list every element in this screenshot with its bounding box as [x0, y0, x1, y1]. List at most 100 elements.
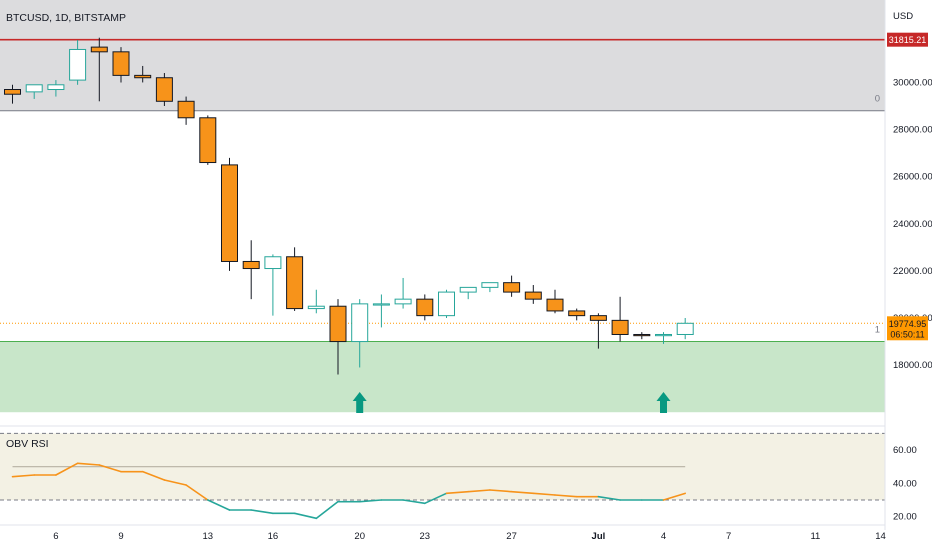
- obv-rsi-point: [533, 493, 534, 494]
- candle-body: [438, 291, 455, 317]
- candle: [155, 73, 173, 106]
- price-axis[interactable]: 18000.0020000.0022000.0024000.0026000.00…: [884, 0, 932, 550]
- obv-rsi-point: [489, 489, 490, 490]
- obv-rsi-point: [207, 499, 208, 500]
- candle-body: [199, 117, 217, 164]
- candle: [503, 275, 521, 297]
- candle-body: [524, 291, 542, 300]
- zone-band-1: [0, 341, 885, 413]
- candle-body: [372, 303, 390, 306]
- last-price-tag: [887, 316, 928, 341]
- candle-body: [4, 89, 21, 95]
- candle-body: [394, 298, 412, 305]
- candle: [611, 296, 629, 342]
- obv-rsi-point: [164, 479, 165, 480]
- obv-rsi-point: [554, 494, 555, 495]
- obv-rsi-segment: [163, 479, 187, 486]
- obv-rsi-segment: [554, 494, 578, 498]
- candle: [69, 40, 87, 85]
- obv-rsi-segment: [358, 499, 383, 503]
- obv-rsi-point: [511, 491, 512, 492]
- obv-rsi-point: [381, 499, 382, 500]
- x-tick-label: 16: [268, 531, 279, 542]
- x-tick-label: 9: [118, 531, 123, 542]
- candle: [568, 308, 586, 321]
- obv-rsi-segment: [489, 489, 513, 493]
- price-axis-bg: [885, 0, 932, 550]
- obv-rsi-point: [620, 499, 621, 500]
- candle-body: [177, 100, 195, 119]
- zone-band-0: [0, 0, 885, 111]
- obv-rsi-point: [272, 513, 273, 514]
- candle-body: [676, 322, 694, 335]
- obv-rsi-segment: [76, 462, 101, 466]
- x-tick-label: 4: [661, 531, 666, 542]
- candle: [546, 289, 564, 314]
- y-tick-label: 18000.00: [893, 360, 932, 371]
- obv-rsi-segment: [315, 500, 339, 520]
- obv-rsi-pane[interactable]: [0, 432, 885, 520]
- obv-rsi-segment: [467, 489, 491, 493]
- obv-rsi-point: [598, 496, 599, 497]
- candle-body: [25, 84, 43, 93]
- x-tick-label: 20: [354, 531, 365, 542]
- price-pane[interactable]: 01: [0, 0, 932, 427]
- candle: [676, 318, 694, 340]
- candle-body: [633, 333, 651, 337]
- rsi-y-tick-label: 60.00: [893, 445, 917, 456]
- candle-body: [242, 260, 260, 270]
- obv-rsi-point: [359, 501, 360, 502]
- obv-rsi-segment: [11, 474, 36, 478]
- candle-body: [655, 333, 672, 337]
- y-tick-label: 28000.00: [893, 125, 932, 136]
- candle: [47, 80, 65, 97]
- candle-body: [47, 84, 65, 91]
- currency-label: USD: [893, 11, 913, 22]
- candle-body: [503, 282, 521, 293]
- obv-rsi-point: [186, 484, 187, 485]
- y-tick-label: 26000.00: [893, 172, 932, 183]
- time-axis[interactable]: 6 9 13 16 20 23 27 Jul 4 7 11 14: [0, 524, 886, 542]
- obv-rsi-segment: [423, 492, 448, 505]
- y-tick-label: 24000.00: [893, 219, 932, 230]
- candle: [416, 294, 434, 321]
- candle: [112, 47, 130, 83]
- candle-body: [329, 305, 347, 343]
- candle-body: [481, 282, 499, 288]
- y-tick-label: 30000.00: [893, 77, 932, 88]
- obv-rsi-segment: [445, 490, 470, 495]
- candle-body: [264, 256, 282, 270]
- candle-body: [351, 303, 369, 343]
- x-tick-label: Jul: [592, 531, 606, 542]
- candle-body: [416, 298, 434, 317]
- zone-label-0: 0: [875, 94, 880, 105]
- obv-rsi-point: [120, 471, 121, 472]
- resistance-price-tag: [887, 32, 928, 47]
- obv-rsi-segment: [293, 512, 318, 520]
- candle: [25, 84, 43, 99]
- obv-rsi-point: [55, 474, 56, 475]
- obv-rsi-point: [403, 499, 404, 500]
- x-tick-label: 13: [203, 531, 214, 542]
- obv-rsi-point: [316, 518, 317, 519]
- candle: [329, 299, 347, 375]
- candle: [221, 157, 238, 271]
- candle-body: [589, 315, 607, 321]
- obv-rsi-point: [663, 499, 664, 500]
- last-price-label: 19774.95: [889, 319, 927, 329]
- obv-rsi-point: [641, 499, 642, 500]
- obv-rsi-point: [34, 474, 35, 475]
- candle: [90, 37, 108, 102]
- obv-rsi-point: [337, 501, 338, 502]
- candle: [4, 84, 21, 104]
- obv-rsi-point: [12, 476, 13, 477]
- countdown-label: 06:50:11: [890, 329, 924, 339]
- obv-rsi-segment: [402, 499, 426, 505]
- obv-rsi-point: [424, 503, 425, 504]
- candle: [177, 96, 195, 125]
- zone-label-1: 1: [875, 325, 880, 336]
- candle-body: [69, 48, 87, 81]
- candle: [481, 282, 499, 293]
